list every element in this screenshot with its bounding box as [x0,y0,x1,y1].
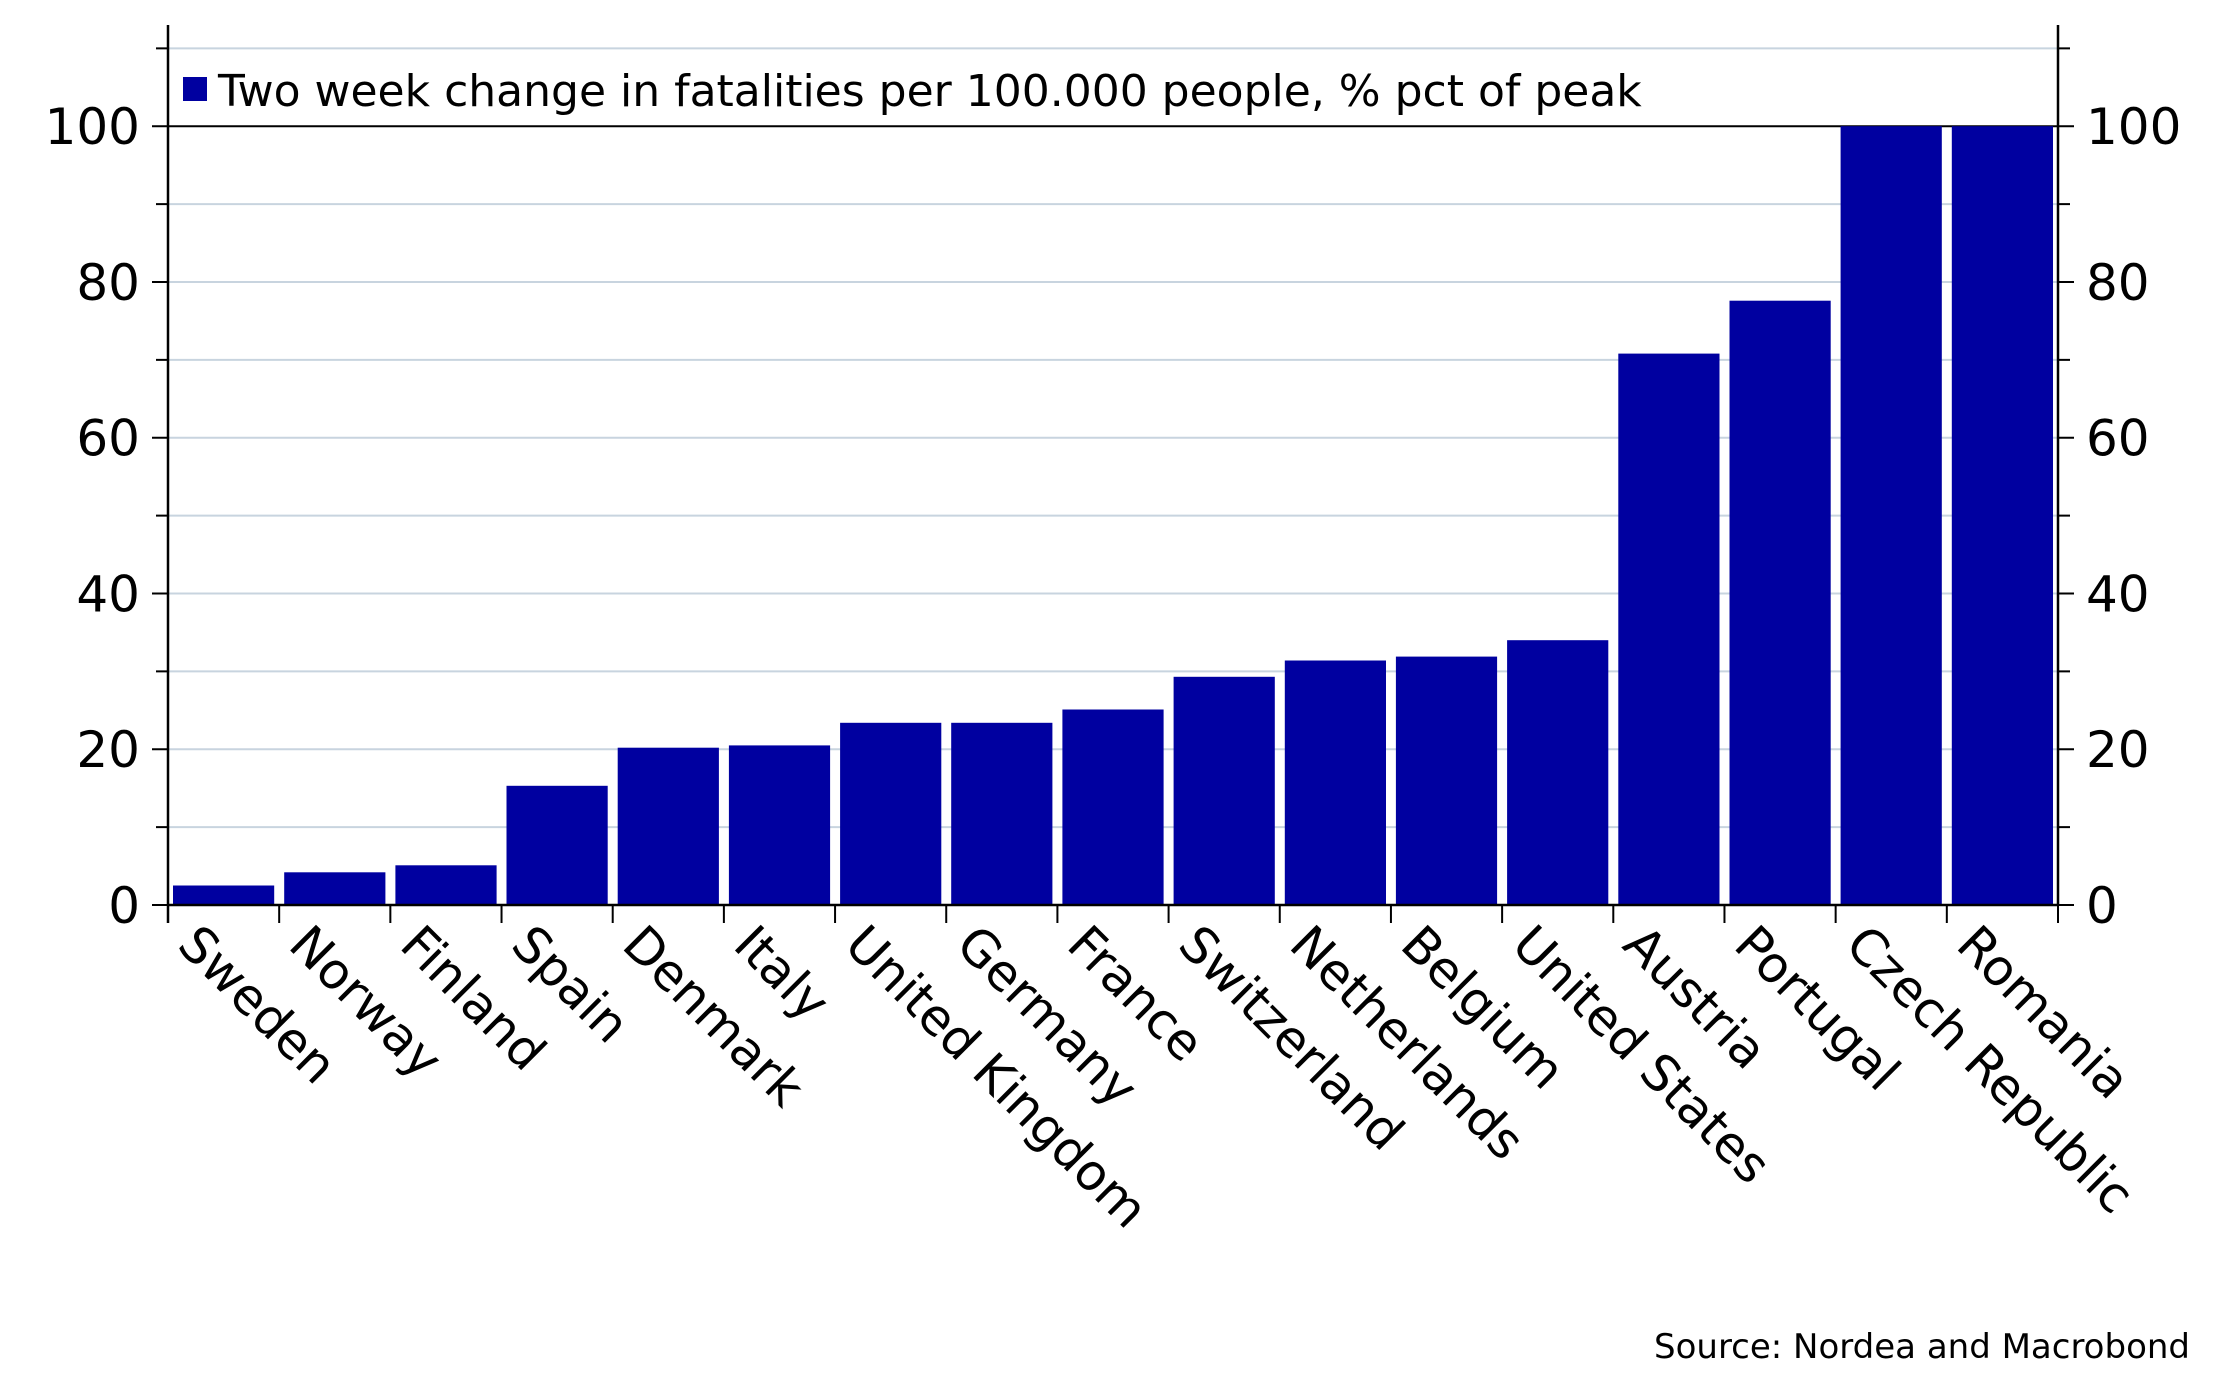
y-tick-label-right: 60 [2086,410,2150,468]
bar-sweden [173,885,275,905]
y-tick-label-right: 80 [2086,254,2150,312]
axes [166,25,2060,923]
y-ticks: 0 0 20 20 40 40 60 60 80 80 100 100 [45,47,2181,935]
legend: Two week change in fatalities per 100.00… [183,66,1642,117]
bar-norway [284,872,386,905]
bar-france [1062,709,1164,905]
legend-entry: Two week change in fatalities per 100.00… [217,66,1642,117]
y-tick-label-right: 40 [2086,565,2150,623]
bar-netherlands [1284,660,1386,905]
bar-austria [1618,353,1720,906]
bar-united-kingdom [840,722,942,905]
bar-italy [728,745,831,905]
bar-united-states [1507,640,1609,905]
bar-belgium [1395,656,1498,905]
gridlines [168,47,2058,829]
bar-finland [395,865,497,905]
bar-switzerland [1173,676,1275,905]
bars [173,126,2053,906]
y-tick-label-left: 20 [76,721,140,779]
y-tick-label-right: 100 [2086,98,2181,156]
y-tick-label-left: 60 [76,410,140,468]
bar-spain [506,785,608,905]
y-tick-label-left: 40 [76,565,140,623]
y-tick-label-right: 0 [2086,877,2118,935]
y-tick-label-left: 100 [45,98,140,156]
legend-swatch [183,77,207,101]
bar-czech-republic [1840,126,1942,905]
y-tick-label-left: 0 [108,877,140,935]
x-tick-labels: SwedenNorwayFinlandSpainDenmarkItalyUnit… [167,914,2145,1239]
y-tick-label-left: 80 [76,254,140,312]
bar-denmark [617,747,719,905]
bar-portugal [1729,300,1831,905]
bar-romania [1951,126,2053,905]
y-tick-label-right: 20 [2086,721,2150,779]
bar-germany [951,722,1053,905]
source-note: Source: Nordea and Macrobond [1654,1327,2190,1367]
